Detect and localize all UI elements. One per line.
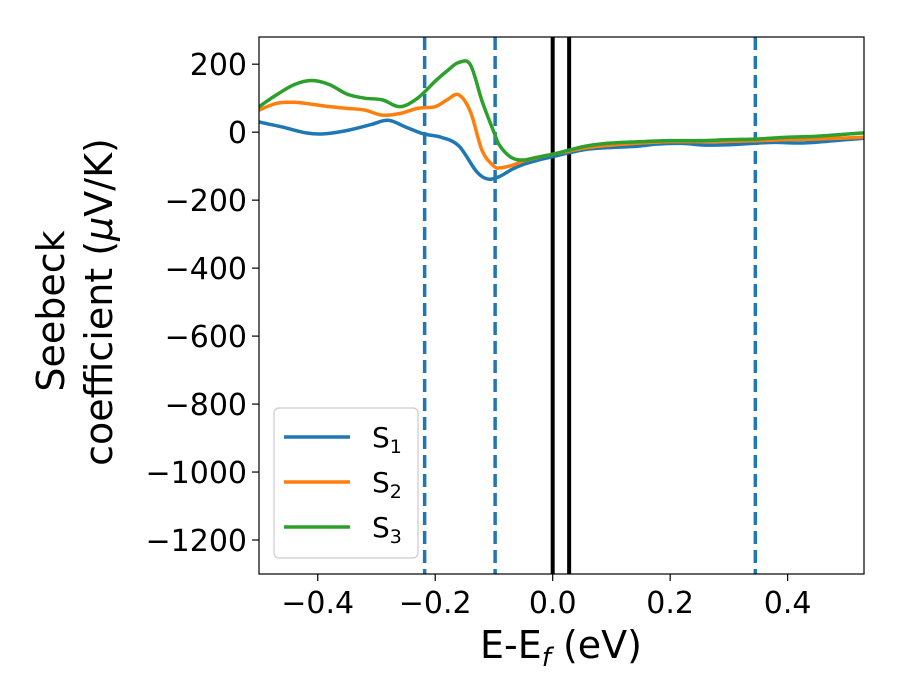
x-tick-label: 0.0 (529, 586, 577, 621)
y-tick-label: 200 (190, 48, 247, 83)
y-tick-label: −600 (165, 320, 247, 355)
x-axis-title: E-Ef (eV) (480, 623, 642, 673)
y-axis-title-mu: μ (77, 217, 121, 242)
legend: S1 S2 S3 (273, 407, 419, 559)
y-axis-title: Seebeck coefficient (μV/K) (29, 138, 121, 466)
legend-label-s1: S1 (372, 421, 402, 458)
x-axis-ticks: −0.4 −0.2 0.0 0.2 0.4 (281, 574, 812, 621)
series-line-s1 (259, 118, 864, 182)
y-axis-title-pre: coefficient ( (77, 241, 121, 466)
plot-frame (258, 36, 865, 575)
vertical-lines (422, 37, 758, 574)
x-tick-label: −0.2 (399, 586, 472, 621)
legend-label-s3: S3 (372, 511, 402, 548)
series-line-s3 (259, 59, 864, 162)
y-axis-title-line2: coefficient (μV/K) (77, 138, 121, 466)
x-axis-title-main: E-E (480, 623, 542, 667)
x-tick-label: 0.4 (764, 586, 812, 621)
y-tick-label: −1200 (146, 524, 247, 559)
y-tick-label: −400 (165, 252, 247, 287)
y-axis-ticks: 200 0 −200 −400 −600 −800 −1000 −1200 (146, 48, 259, 559)
x-tick-label: −0.4 (281, 586, 354, 621)
y-tick-label: −1000 (146, 456, 247, 491)
x-axis-title-unit: (eV) (551, 623, 642, 667)
y-axis-title-post: V/K) (77, 138, 121, 217)
y-tick-label: 0 (228, 116, 247, 151)
y-axis-title-line1: Seebeck (29, 230, 73, 391)
series-lines (259, 59, 864, 182)
x-tick-label: 0.2 (646, 586, 694, 621)
legend-label-s2: S2 (372, 466, 402, 503)
y-tick-label: −200 (165, 184, 247, 219)
y-tick-label: −800 (165, 388, 247, 423)
